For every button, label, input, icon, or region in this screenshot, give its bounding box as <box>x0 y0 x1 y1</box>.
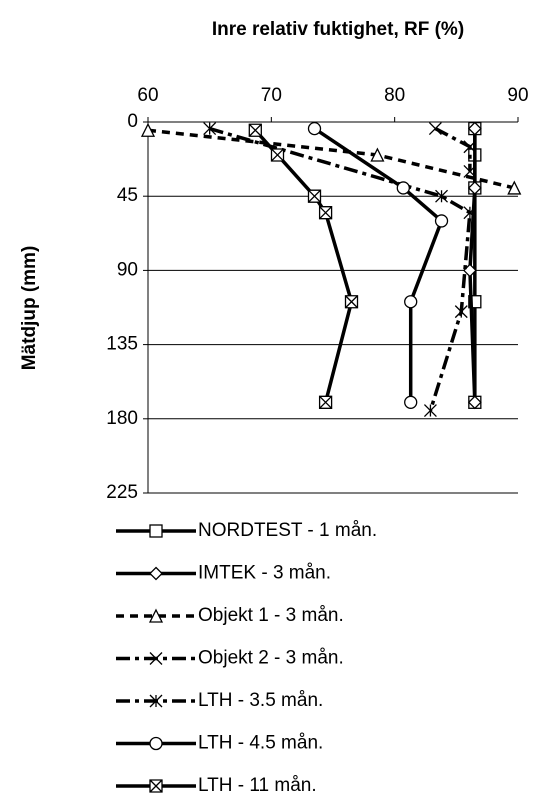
marker <box>467 395 482 410</box>
marker <box>140 122 156 137</box>
legend-label: Objekt 1 - 3 mån. <box>198 605 344 626</box>
x-tick-label: 70 <box>261 85 282 106</box>
marker <box>396 181 410 195</box>
marker <box>404 395 418 409</box>
marker <box>463 206 477 220</box>
y-tick-label: 45 <box>117 185 138 206</box>
series-line <box>253 129 354 403</box>
y-tick-label: 135 <box>106 334 138 355</box>
marker <box>344 295 359 309</box>
marker <box>318 206 333 220</box>
marker <box>404 295 418 309</box>
marker <box>463 165 477 178</box>
marker <box>203 122 217 136</box>
marker <box>149 736 163 751</box>
x-tick-label: 80 <box>384 85 405 106</box>
marker <box>318 395 333 409</box>
x-tick-label: 90 <box>507 85 528 106</box>
marker <box>507 180 522 195</box>
legend-marker <box>149 694 163 708</box>
y-tick-label: 0 <box>127 111 138 132</box>
marker <box>307 121 322 136</box>
marker <box>370 147 385 162</box>
y-axis-label: Mätdjup (mm) <box>19 246 40 371</box>
marker <box>149 652 163 665</box>
marker <box>307 189 322 203</box>
legend-marker <box>149 652 163 665</box>
series-line <box>468 128 477 403</box>
legend-marker <box>148 608 164 623</box>
x-tick-label: 60 <box>137 85 158 106</box>
marker <box>454 305 468 319</box>
marker <box>270 148 285 162</box>
legend-label: IMTEK - 3 mån. <box>198 563 331 584</box>
marker <box>149 566 163 581</box>
marker <box>149 779 163 793</box>
chart-title: Inre relativ fuktighet, RF (%) <box>212 19 464 40</box>
y-tick-label: 90 <box>117 259 138 280</box>
series-line <box>209 126 472 412</box>
marker <box>423 404 437 418</box>
legend-label: LTH - 11 mån. <box>198 775 317 796</box>
legend-label: NORDTEST - 1 mån. <box>198 520 377 541</box>
legend-label: LTH - 3.5 mån. <box>198 690 323 711</box>
legend-marker <box>149 779 163 793</box>
legend-marker <box>149 736 163 751</box>
legend-marker <box>149 524 163 538</box>
series-line <box>313 127 444 403</box>
legend-label: LTH - 4.5 mån. <box>198 733 323 754</box>
legend-marker <box>149 566 163 581</box>
marker <box>434 214 449 228</box>
marker <box>248 123 262 137</box>
marker <box>148 608 164 623</box>
marker <box>428 122 442 136</box>
marker <box>463 140 477 154</box>
marker <box>149 524 163 538</box>
series-line <box>434 127 472 172</box>
legend-label: Objekt 2 - 3 mån. <box>198 648 344 669</box>
marker <box>149 694 163 708</box>
y-tick-label: 180 <box>106 408 138 429</box>
marker <box>467 181 482 195</box>
marker <box>467 121 482 136</box>
y-tick-label: 225 <box>106 482 138 503</box>
marker <box>435 189 448 203</box>
